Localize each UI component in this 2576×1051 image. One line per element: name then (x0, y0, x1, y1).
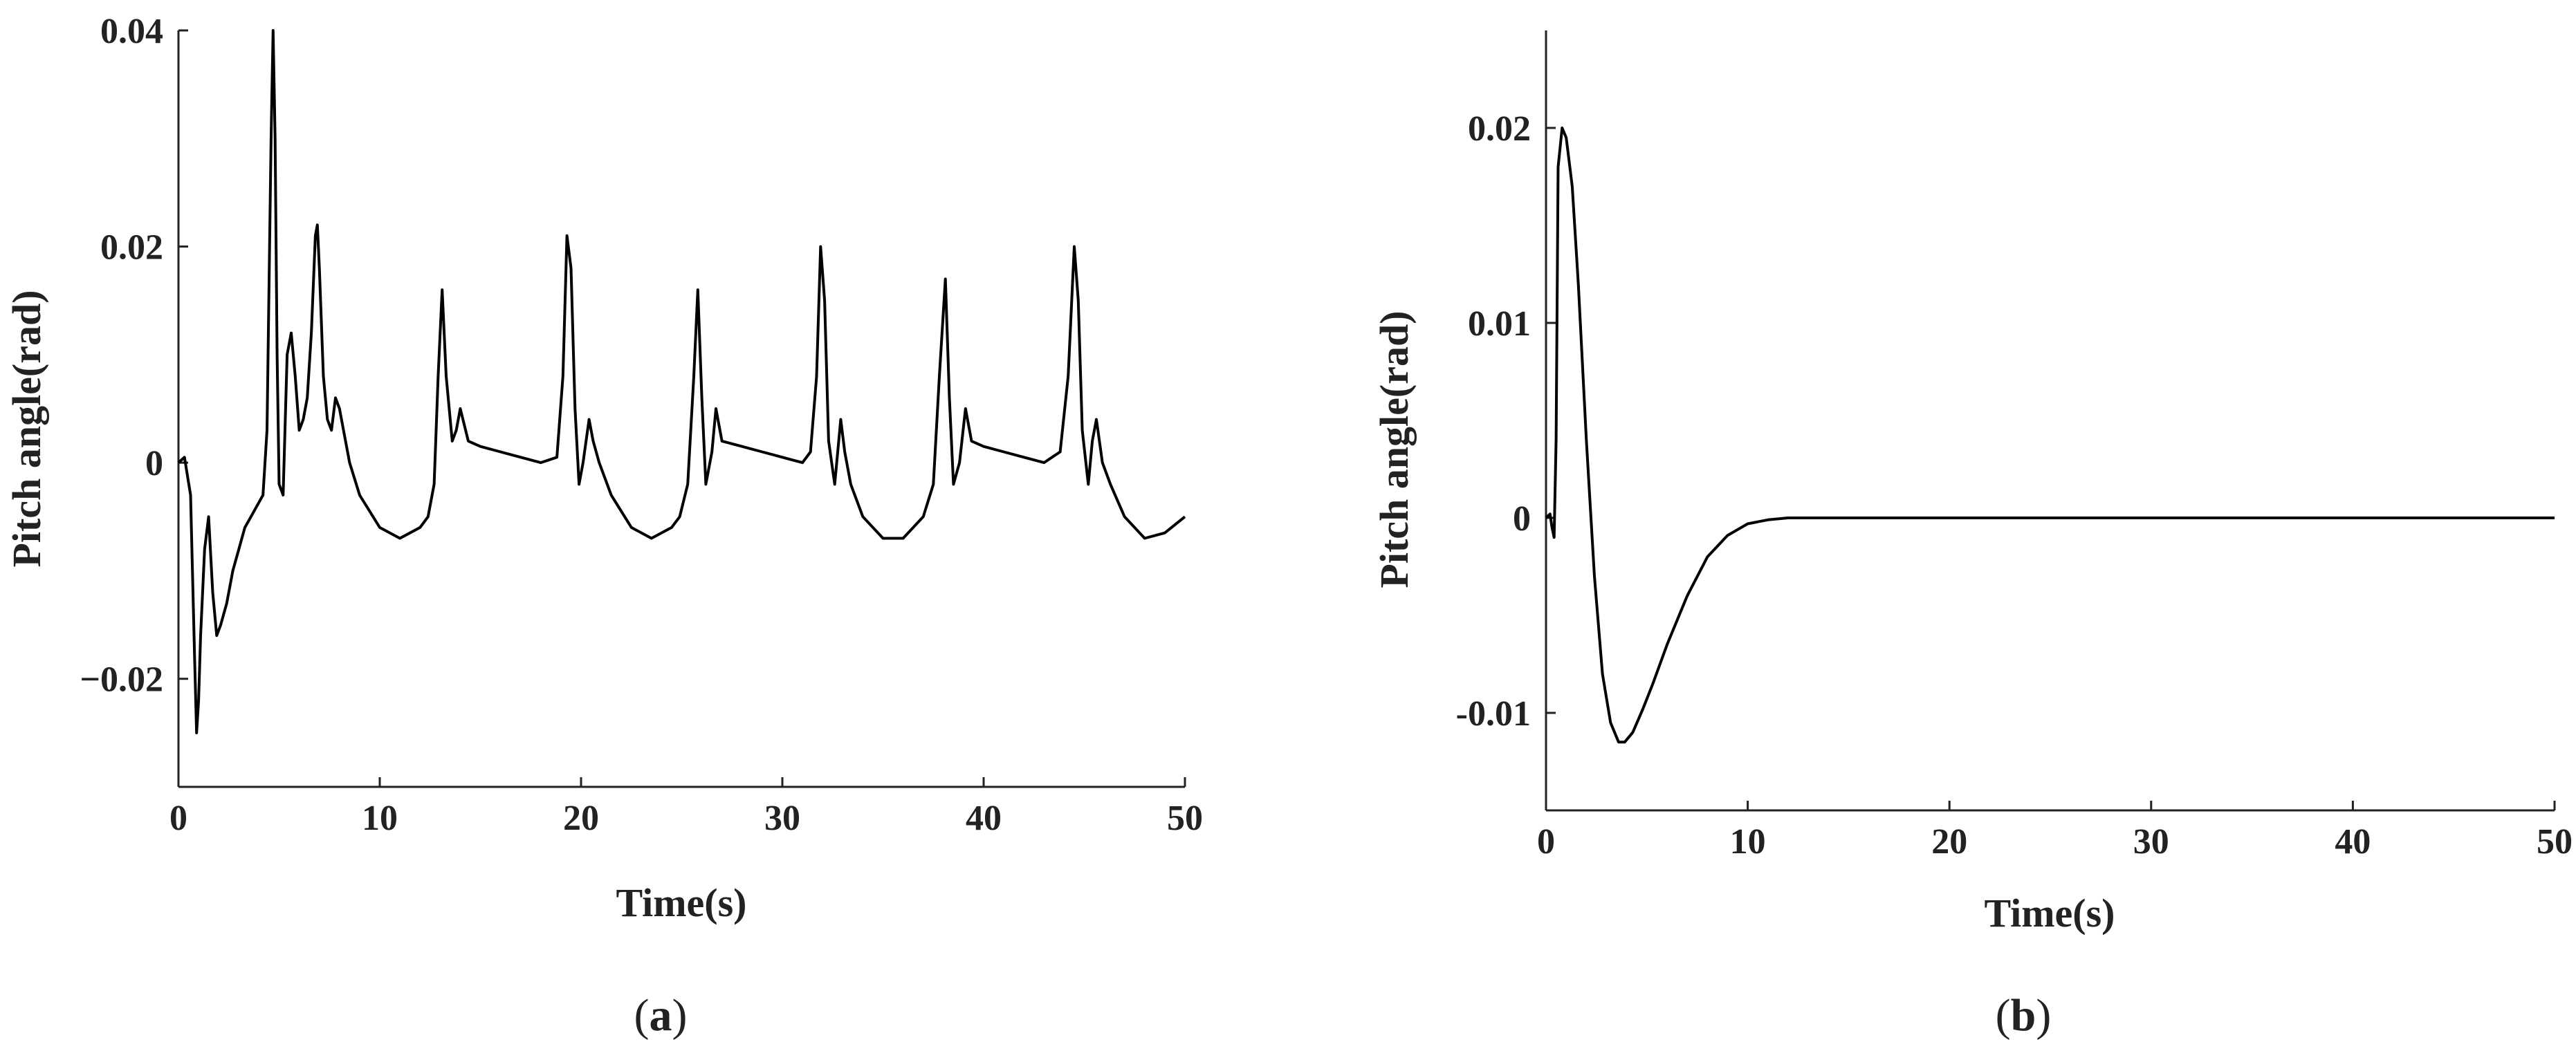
chart-b: 0 10 20 30 40 50 -0.01 0 0.01 0.02 Time(s) Pitch … (1372, 30, 2573, 1041)
chart-b-ytick-label: 0.02 (1468, 109, 1531, 149)
chart-a-series-line (177, 29, 1186, 734)
chart-a-ytick-label: −0.02 (80, 660, 163, 700)
chart-b-xtick-label: 40 (2335, 822, 2371, 862)
chart-a-xtick-label: 30 (764, 799, 800, 838)
chart-a-ticks: 0 10 20 30 40 50 −0.02 0 0.02 0.04 (80, 12, 1203, 838)
chart-a-ytick-label: 0 (145, 444, 163, 483)
chart-a: 0 10 20 30 40 50 −0.02 0 0.02 0.04 Time(s) Pitch … (4, 12, 1203, 1041)
chart-b-xlabel: Time(s) (1984, 891, 2115, 936)
chart-a-xtick-label: 10 (362, 799, 398, 838)
chart-b-xtick-label: 50 (2537, 822, 2573, 862)
chart-a-panel-letter: a (650, 990, 672, 1041)
chart-a-xtick-label: 40 (966, 799, 1002, 838)
chart-b-panel-label: (b) (1996, 990, 2052, 1041)
chart-b-ytick-label: 0.01 (1468, 304, 1531, 344)
chart-b-xtick-label: 20 (1931, 822, 1967, 862)
chart-b-series-line (1545, 127, 2555, 744)
chart-b-ytick-label: 0 (1513, 499, 1531, 539)
chart-b-ticks: 0 10 20 30 40 50 -0.01 0 0.01 0.02 (1456, 109, 2573, 862)
chart-a-ytick-label: 0.02 (100, 228, 163, 268)
chart-a-ylabel: Pitch angle(rad) (4, 290, 49, 567)
chart-a-xlabel: Time(s) (616, 880, 746, 925)
chart-a-xtick-label: 50 (1167, 799, 1203, 838)
chart-b-xtick-label: 10 (1730, 822, 1766, 862)
chart-a-ytick-label: 0.04 (100, 12, 163, 51)
chart-b-ylabel: Pitch angle(rad) (1372, 310, 1417, 588)
chart-b-xtick-label: 0 (1537, 822, 1555, 862)
chart-b-panel-letter: b (2011, 990, 2036, 1041)
chart-a-panel-label: (a) (634, 990, 688, 1041)
chart-a-xtick-label: 0 (169, 799, 187, 838)
chart-a-xtick-label: 20 (563, 799, 599, 838)
chart-b-ytick-label: -0.01 (1456, 694, 1531, 734)
chart-b-xtick-label: 30 (2133, 822, 2169, 862)
